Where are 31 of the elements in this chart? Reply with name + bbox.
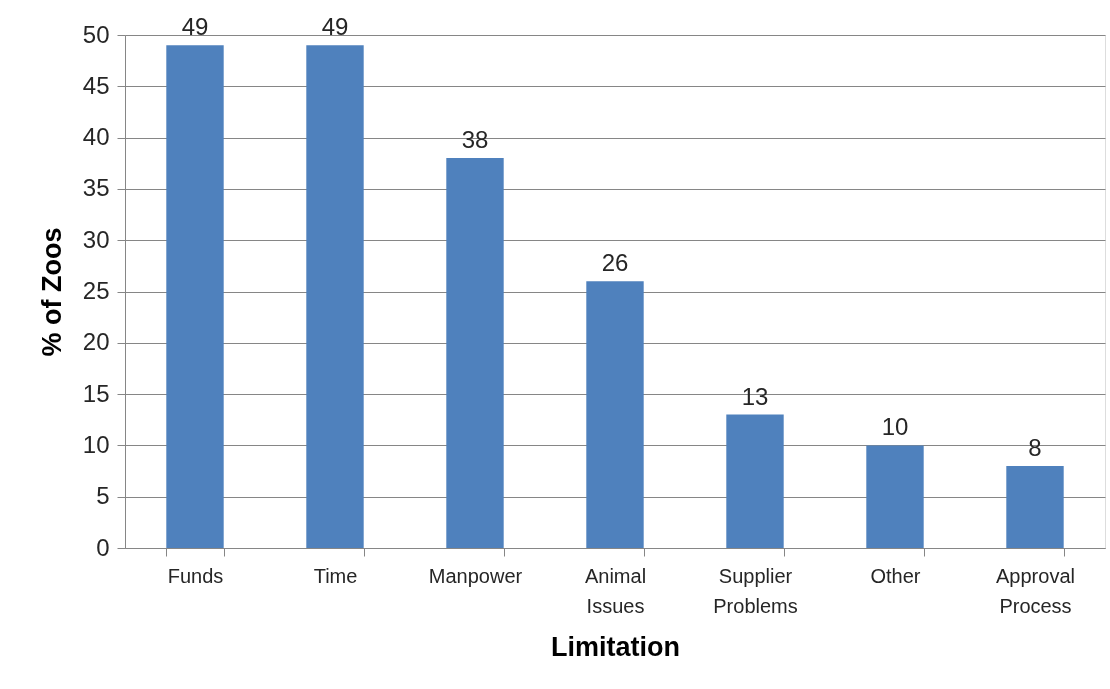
y-axis-title: % of Zoos (36, 227, 67, 357)
x-tick-label: Time (313, 564, 358, 587)
y-tick-label: 50 (82, 20, 110, 48)
bar (446, 158, 504, 548)
y-tick-label: 5 (96, 482, 110, 510)
x-axis-title: Limitation (551, 631, 680, 662)
bar (1006, 465, 1064, 548)
y-tick-label: 30 (82, 225, 110, 253)
data-label: 26 (601, 249, 629, 277)
y-tick-label: 0 (96, 533, 110, 561)
data-label: 49 (181, 13, 209, 41)
x-tick-label: Other (870, 564, 921, 587)
y-tick-label: 45 (82, 71, 110, 99)
bar (726, 414, 784, 548)
bar (586, 281, 644, 548)
y-tick-label: 20 (82, 328, 110, 356)
y-tick-label: 15 (82, 379, 110, 407)
y-tick-label: 10 (82, 430, 110, 458)
data-label: 10 (881, 413, 909, 441)
bar (166, 45, 224, 548)
bar (306, 45, 364, 548)
y-tick-label: 35 (82, 174, 110, 202)
data-label: 49 (321, 13, 349, 41)
x-tick-label: Animal Issues (584, 564, 647, 617)
x-tick-label: Approval Process (996, 564, 1075, 617)
x-tick-label: Supplier Problems (713, 564, 798, 617)
x-tick-label: Manpower (428, 564, 523, 587)
bar (866, 445, 924, 548)
y-tick-label: 25 (82, 277, 110, 304)
y-tick-label: 40 (82, 123, 110, 151)
x-tick-label: Funds (167, 564, 224, 587)
